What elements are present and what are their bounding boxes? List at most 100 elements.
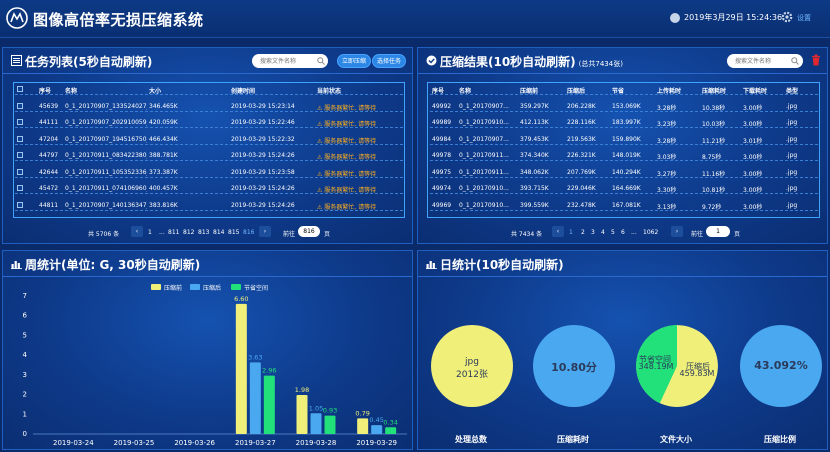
y-tick-label: 1 xyxy=(23,410,27,418)
table-cell: 373.387K xyxy=(149,168,178,176)
page-number[interactable]: 1 xyxy=(148,229,152,236)
compress-now-button[interactable]: 立即压缩 xyxy=(337,54,372,68)
column-header[interactable]: 名称 xyxy=(65,88,78,95)
legend-swatch[interactable] xyxy=(190,284,200,290)
page-number[interactable]: 6 xyxy=(621,229,625,236)
table-cell: 0_1_20170907... xyxy=(459,135,509,143)
table-cell: 8.75秒 xyxy=(702,154,722,161)
goto-page-input[interactable]: 1 xyxy=(706,226,730,237)
table-row[interactable]: 44111 0_1_20170907_202910059_... 420.059K 2… xyxy=(15,117,403,128)
search-icon[interactable] xyxy=(791,57,799,65)
table-cell: ⚠ 服务器繁忙, 请等待 xyxy=(317,202,397,211)
table-row[interactable]: 45472 0_1_20170911_074106960_... 400.457K 2… xyxy=(15,183,403,194)
goto-page-input[interactable]: 816 xyxy=(298,226,320,237)
column-header[interactable]: 创建时间 xyxy=(231,88,256,95)
table-cell: 3.27秒 xyxy=(657,170,677,178)
table-row[interactable]: 47204 0_1_20170907_194516750_... 466.434K 2… xyxy=(15,134,403,145)
bar-value-label: 2.96 xyxy=(262,367,276,375)
table-cell: 49992 xyxy=(432,102,452,110)
table-row[interactable]: 49975 0_1_20170911... 348.062K 207.769K 140.… xyxy=(430,167,818,178)
settings-link[interactable]: 设置 xyxy=(797,14,811,22)
page-number[interactable]: 1 xyxy=(569,229,573,236)
row-checkbox[interactable] xyxy=(17,119,23,125)
column-header[interactable]: 压缩后 xyxy=(567,88,586,95)
column-header[interactable]: 压缩耗时 xyxy=(702,88,727,95)
table-row[interactable]: 49969 0_1_20170910... 399.559K 232.478K 167.… xyxy=(430,200,818,211)
table-row[interactable]: 49989 0_1_20170910... 412.113K 228.116K 183.… xyxy=(430,117,818,128)
page-number[interactable]: 5 xyxy=(611,229,615,236)
prev-page-button[interactable]: ‹ xyxy=(552,226,564,237)
row-checkbox[interactable] xyxy=(17,135,23,142)
results-panel: 压缩结果(10秒自动刷新)(总共7434张) 序号 名称 压缩前 压缩后 节省 上传耗时 压… xyxy=(417,47,828,244)
task-table-frame xyxy=(13,82,405,218)
page-number[interactable]: ... xyxy=(159,229,165,236)
page-number[interactable]: 2 xyxy=(581,229,585,236)
table-row[interactable]: 45639 0_1_20170907_133524027_... 346.465K 2… xyxy=(15,101,403,112)
table-cell: 2019-03-29 15:24:26 xyxy=(231,201,295,209)
column-header[interactable]: 名称 xyxy=(459,88,472,95)
table-row[interactable]: 44797 0_1_20170911_083422380_... 388.781K 2… xyxy=(15,150,403,161)
table-row[interactable]: 49978 0_1_20170911... 374.340K 226.321K 148.… xyxy=(430,150,818,161)
page-number[interactable]: 816 xyxy=(243,229,255,236)
table-cell: 0_1_20170911_105352336_... xyxy=(65,168,147,176)
page-number[interactable]: 814 xyxy=(213,229,225,236)
row-checkbox[interactable] xyxy=(17,168,23,175)
select-task-button[interactable]: 选择任务 xyxy=(372,54,407,68)
column-header[interactable]: 序号 xyxy=(432,88,445,95)
trash-icon[interactable] xyxy=(811,54,821,66)
legend-label[interactable]: 压缩后 xyxy=(203,285,222,292)
row-checkbox[interactable] xyxy=(17,152,23,158)
column-header[interactable]: 压缩前 xyxy=(520,88,539,95)
table-cell: 167.081K xyxy=(612,201,641,209)
status-text: 服务器繁忙, 请等待 xyxy=(324,121,377,128)
table-row[interactable]: 42644 0_1_20170911_105352336_... 373.387K 2… xyxy=(15,167,403,178)
table-row[interactable]: 49974 0_1_20170910... 393.715K 229.046K 164.… xyxy=(430,183,818,194)
results-search-input[interactable] xyxy=(727,54,803,68)
table-cell: 0_1_20170910... xyxy=(459,201,509,209)
table-cell: 346.465K xyxy=(149,102,178,110)
column-header[interactable]: 序号 xyxy=(39,88,52,95)
page-number[interactable]: ... xyxy=(631,229,637,236)
legend-swatch[interactable] xyxy=(231,284,241,290)
column-header[interactable]: 类型 xyxy=(786,88,799,95)
select-all-checkbox[interactable] xyxy=(17,86,23,92)
page-unit-label: 页 xyxy=(324,231,331,238)
table-row[interactable]: 44811 0_1_20170907_140136347_... 383.816K 2… xyxy=(15,200,403,211)
page-number[interactable]: 813 xyxy=(198,229,210,236)
column-header[interactable]: 节省 xyxy=(612,88,625,95)
table-row[interactable]: 49984 0_1_20170907... 379.453K 219.563K 159.… xyxy=(430,134,818,145)
legend-label[interactable]: 压缩前 xyxy=(164,285,183,292)
search-icon[interactable] xyxy=(317,57,325,65)
legend-label[interactable]: 节省空间 xyxy=(244,285,269,292)
table-cell: 359.297K xyxy=(520,102,549,110)
page-number[interactable]: 4 xyxy=(601,229,605,236)
column-header[interactable]: 下载耗时 xyxy=(743,88,768,95)
page-number[interactable]: 815 xyxy=(228,229,240,236)
pager-total: 共 7434 条 xyxy=(511,231,543,238)
column-header[interactable]: 大小 xyxy=(149,88,162,95)
table-row[interactable]: 49992 0_1_20170907... 359.297K 206.228K 153.… xyxy=(430,101,818,112)
task-search-input[interactable] xyxy=(252,54,328,68)
page-number[interactable]: 1062 xyxy=(643,229,659,236)
next-page-button[interactable]: › xyxy=(259,226,271,237)
prev-page-button[interactable]: ‹ xyxy=(131,226,143,237)
total-count-circle xyxy=(431,325,513,407)
results-subtitle: (总共7434张) xyxy=(578,60,623,68)
page-number[interactable]: 3 xyxy=(591,229,595,236)
row-checkbox[interactable] xyxy=(17,102,23,109)
page-number[interactable]: 811 xyxy=(168,229,180,236)
column-header[interactable]: 上传耗时 xyxy=(657,88,682,95)
legend-swatch[interactable] xyxy=(151,284,161,290)
table-cell: .jpg xyxy=(786,102,798,110)
next-page-button[interactable]: › xyxy=(671,226,683,237)
datetime: 2019年3月29日 15:24:36 xyxy=(684,13,783,22)
column-header[interactable]: 当前状态 xyxy=(317,88,342,95)
table-cell: 44111 xyxy=(39,119,59,126)
row-checkbox[interactable] xyxy=(17,185,23,191)
row-checkbox[interactable] xyxy=(17,201,23,208)
results-pager: 共 7434 条 ‹ 1 2 3 4 5 6... 1062 › 前往 1 页 xyxy=(511,226,791,238)
bar-压缩前 xyxy=(296,394,308,434)
compress-ratio-value: 43.092% xyxy=(754,359,808,372)
page-number[interactable]: 812 xyxy=(183,229,195,236)
gear-icon[interactable] xyxy=(781,11,793,23)
